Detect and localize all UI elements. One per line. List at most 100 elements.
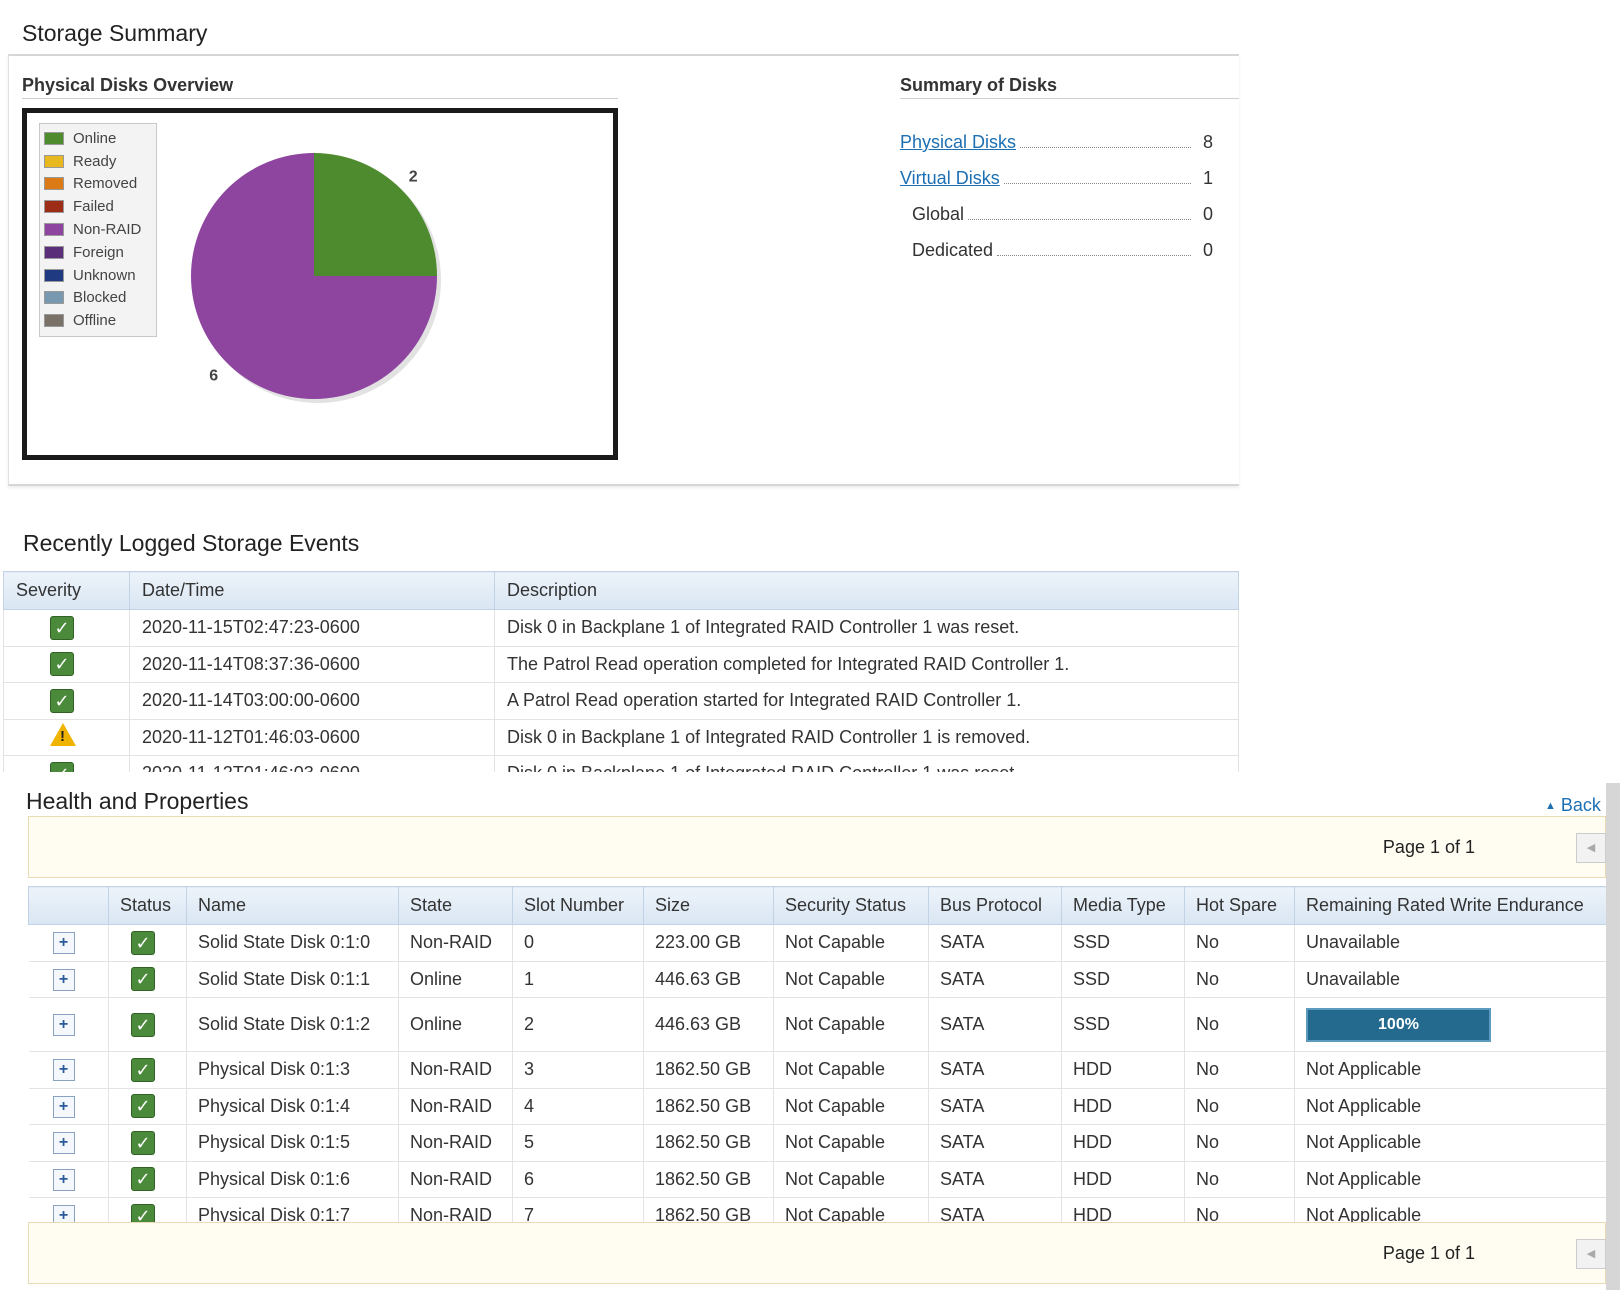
expand-cell: + bbox=[28, 997, 109, 1052]
col-media-type[interactable]: Media Type bbox=[1061, 886, 1185, 925]
bus-protocol: SATA bbox=[928, 1088, 1062, 1125]
legend-swatch bbox=[44, 223, 64, 237]
write-endurance: Not Applicable bbox=[1294, 1088, 1606, 1125]
write-endurance: Not Applicable bbox=[1294, 1161, 1606, 1198]
write-endurance: 100% bbox=[1294, 997, 1606, 1052]
legend-label: Offline bbox=[73, 312, 117, 330]
col-state[interactable]: State bbox=[398, 886, 513, 925]
virtual-disks-link[interactable]: Virtual Disks bbox=[900, 168, 1000, 188]
pie-slice-non-raid bbox=[191, 153, 437, 399]
col-remaining-rated-write-endurance[interactable]: Remaining Rated Write Endurance bbox=[1294, 886, 1606, 925]
col-description[interactable]: Description bbox=[494, 571, 1239, 610]
event-severity: ✓ bbox=[3, 646, 130, 683]
status-ok-icon: ✓ bbox=[131, 1012, 155, 1037]
col-security-status[interactable]: Security Status bbox=[773, 886, 929, 925]
media-type: SSD bbox=[1061, 997, 1185, 1052]
legend-swatch bbox=[44, 291, 64, 305]
physical-disks-link[interactable]: Physical Disks bbox=[900, 132, 1017, 152]
dedicated-label: Dedicated bbox=[912, 240, 994, 260]
status-ok-icon: ✓ bbox=[131, 1130, 155, 1155]
slot-number: 3 bbox=[512, 1051, 644, 1089]
expand-cell: + bbox=[28, 1088, 109, 1125]
disk-row: + ✓ Solid State Disk 0:1:1 Online 1 446.63 GB… bbox=[28, 961, 1606, 998]
expand-row-button[interactable]: + bbox=[52, 1014, 75, 1036]
bus-protocol: SATA bbox=[928, 961, 1062, 998]
event-description: Disk 0 in Backplane 1 of Integrated RAID… bbox=[494, 719, 1239, 756]
disk-state: Non-RAID bbox=[398, 1088, 513, 1125]
slot-number: 2 bbox=[512, 997, 644, 1052]
event-severity: ✓ bbox=[3, 755, 130, 772]
disk-row: + ✓ Physical Disk 0:1:3 Non-RAID 3 1862.50 GB… bbox=[28, 1051, 1606, 1089]
physical-disks-table: Status Name State Slot Number Size Security S… bbox=[28, 886, 1606, 1235]
hot-spare: No bbox=[1184, 1161, 1295, 1198]
events-header-row: Severity Date/Time Description bbox=[3, 571, 1239, 610]
expand-row-button[interactable]: + bbox=[52, 1132, 75, 1155]
hot-spare: No bbox=[1184, 997, 1295, 1052]
event-row: ! 2020-11-12T01:46:03-0600 Disk 0 in Backp… bbox=[3, 719, 1239, 756]
disk-size: 446.63 GB bbox=[643, 961, 774, 998]
vertical-scrollbar[interactable] bbox=[1606, 783, 1620, 1290]
disk-size: 223.00 GB bbox=[643, 924, 774, 962]
legend-swatch bbox=[44, 177, 64, 191]
disk-state: Non-RAID bbox=[398, 1051, 513, 1089]
col-expand[interactable] bbox=[28, 886, 109, 925]
expand-row-button[interactable]: + bbox=[52, 932, 75, 955]
dedicated-count: 0 bbox=[1202, 240, 1213, 260]
slot-number: 5 bbox=[512, 1124, 644, 1162]
col-bus-protocol[interactable]: Bus Protocol bbox=[928, 886, 1062, 925]
col-size[interactable]: Size bbox=[643, 886, 774, 925]
disk-row: + ✓ Solid State Disk 0:1:0 Non-RAID 0 223.00 … bbox=[28, 924, 1606, 962]
col-hot-spare[interactable]: Hot Spare bbox=[1184, 886, 1295, 925]
status-ok-icon: ✓ bbox=[131, 930, 155, 955]
bus-protocol: SATA bbox=[928, 924, 1062, 962]
expand-cell: + bbox=[28, 1051, 109, 1089]
disk-row: + ✓ Physical Disk 0:1:5 Non-RAID 5 1862.50 GB… bbox=[28, 1124, 1606, 1162]
event-description: The Patrol Read operation completed for … bbox=[494, 646, 1239, 683]
health-title: Health and Properties bbox=[26, 788, 249, 814]
expand-row-button[interactable]: + bbox=[52, 1168, 75, 1191]
slot-number: 0 bbox=[512, 924, 644, 962]
overview-divider bbox=[22, 98, 618, 99]
disk-name: Solid State Disk 0:1:1 bbox=[186, 961, 399, 998]
slot-number: 6 bbox=[512, 1161, 644, 1198]
event-description: Disk 0 in Backplane 1 of Integrated RAID… bbox=[494, 755, 1239, 772]
legend-swatch bbox=[44, 314, 64, 328]
bus-protocol: SATA bbox=[928, 997, 1062, 1052]
summary-of-disks-title: Summary of Disks bbox=[900, 75, 1058, 95]
slot-number: 1 bbox=[512, 961, 644, 998]
legend-swatch bbox=[44, 131, 64, 145]
expand-row-button[interactable]: + bbox=[52, 1059, 75, 1082]
security-status: Not Capable bbox=[773, 1088, 929, 1125]
disk-name: Physical Disk 0:1:3 bbox=[186, 1051, 399, 1089]
back-link[interactable]: ▲ Back bbox=[1545, 795, 1601, 816]
col-severity[interactable]: Severity bbox=[3, 571, 130, 610]
expand-cell: + bbox=[28, 1161, 109, 1198]
col-status[interactable]: Status bbox=[108, 886, 187, 925]
status-ok-icon: ✓ bbox=[50, 652, 74, 677]
disk-name: Solid State Disk 0:1:0 bbox=[186, 924, 399, 962]
virtual-disks-count: 1 bbox=[1202, 168, 1213, 188]
hot-spare: No bbox=[1184, 961, 1295, 998]
expand-cell: + bbox=[28, 1124, 109, 1162]
legend-label: Failed bbox=[73, 198, 114, 216]
col-datetime[interactable]: Date/Time bbox=[129, 571, 495, 610]
prev-page-button[interactable]: ◀ bbox=[1576, 833, 1606, 863]
media-type: HDD bbox=[1061, 1088, 1185, 1125]
disk-size: 446.63 GB bbox=[643, 997, 774, 1052]
status-ok-icon: ✓ bbox=[131, 1057, 155, 1082]
disk-name: Solid State Disk 0:1:2 bbox=[186, 997, 399, 1052]
expand-cell: + bbox=[28, 961, 109, 998]
health-header-row: Status Name State Slot Number Size Security S… bbox=[28, 886, 1606, 925]
legend-label: Online bbox=[73, 129, 117, 147]
leader-dots bbox=[1003, 183, 1191, 184]
legend-item: Ready bbox=[44, 150, 156, 173]
top-pager: Page 1 of 1 bbox=[28, 816, 1606, 878]
expand-cell: + bbox=[28, 924, 109, 962]
col-name[interactable]: Name bbox=[186, 886, 399, 925]
col-slot-number[interactable]: Slot Number bbox=[512, 886, 644, 925]
prev-page-button[interactable]: ◀ bbox=[1576, 1239, 1606, 1269]
expand-row-button[interactable]: + bbox=[52, 968, 75, 991]
endurance-progress-bar: 100% bbox=[1306, 1007, 1491, 1042]
expand-row-button[interactable]: + bbox=[52, 1095, 75, 1118]
